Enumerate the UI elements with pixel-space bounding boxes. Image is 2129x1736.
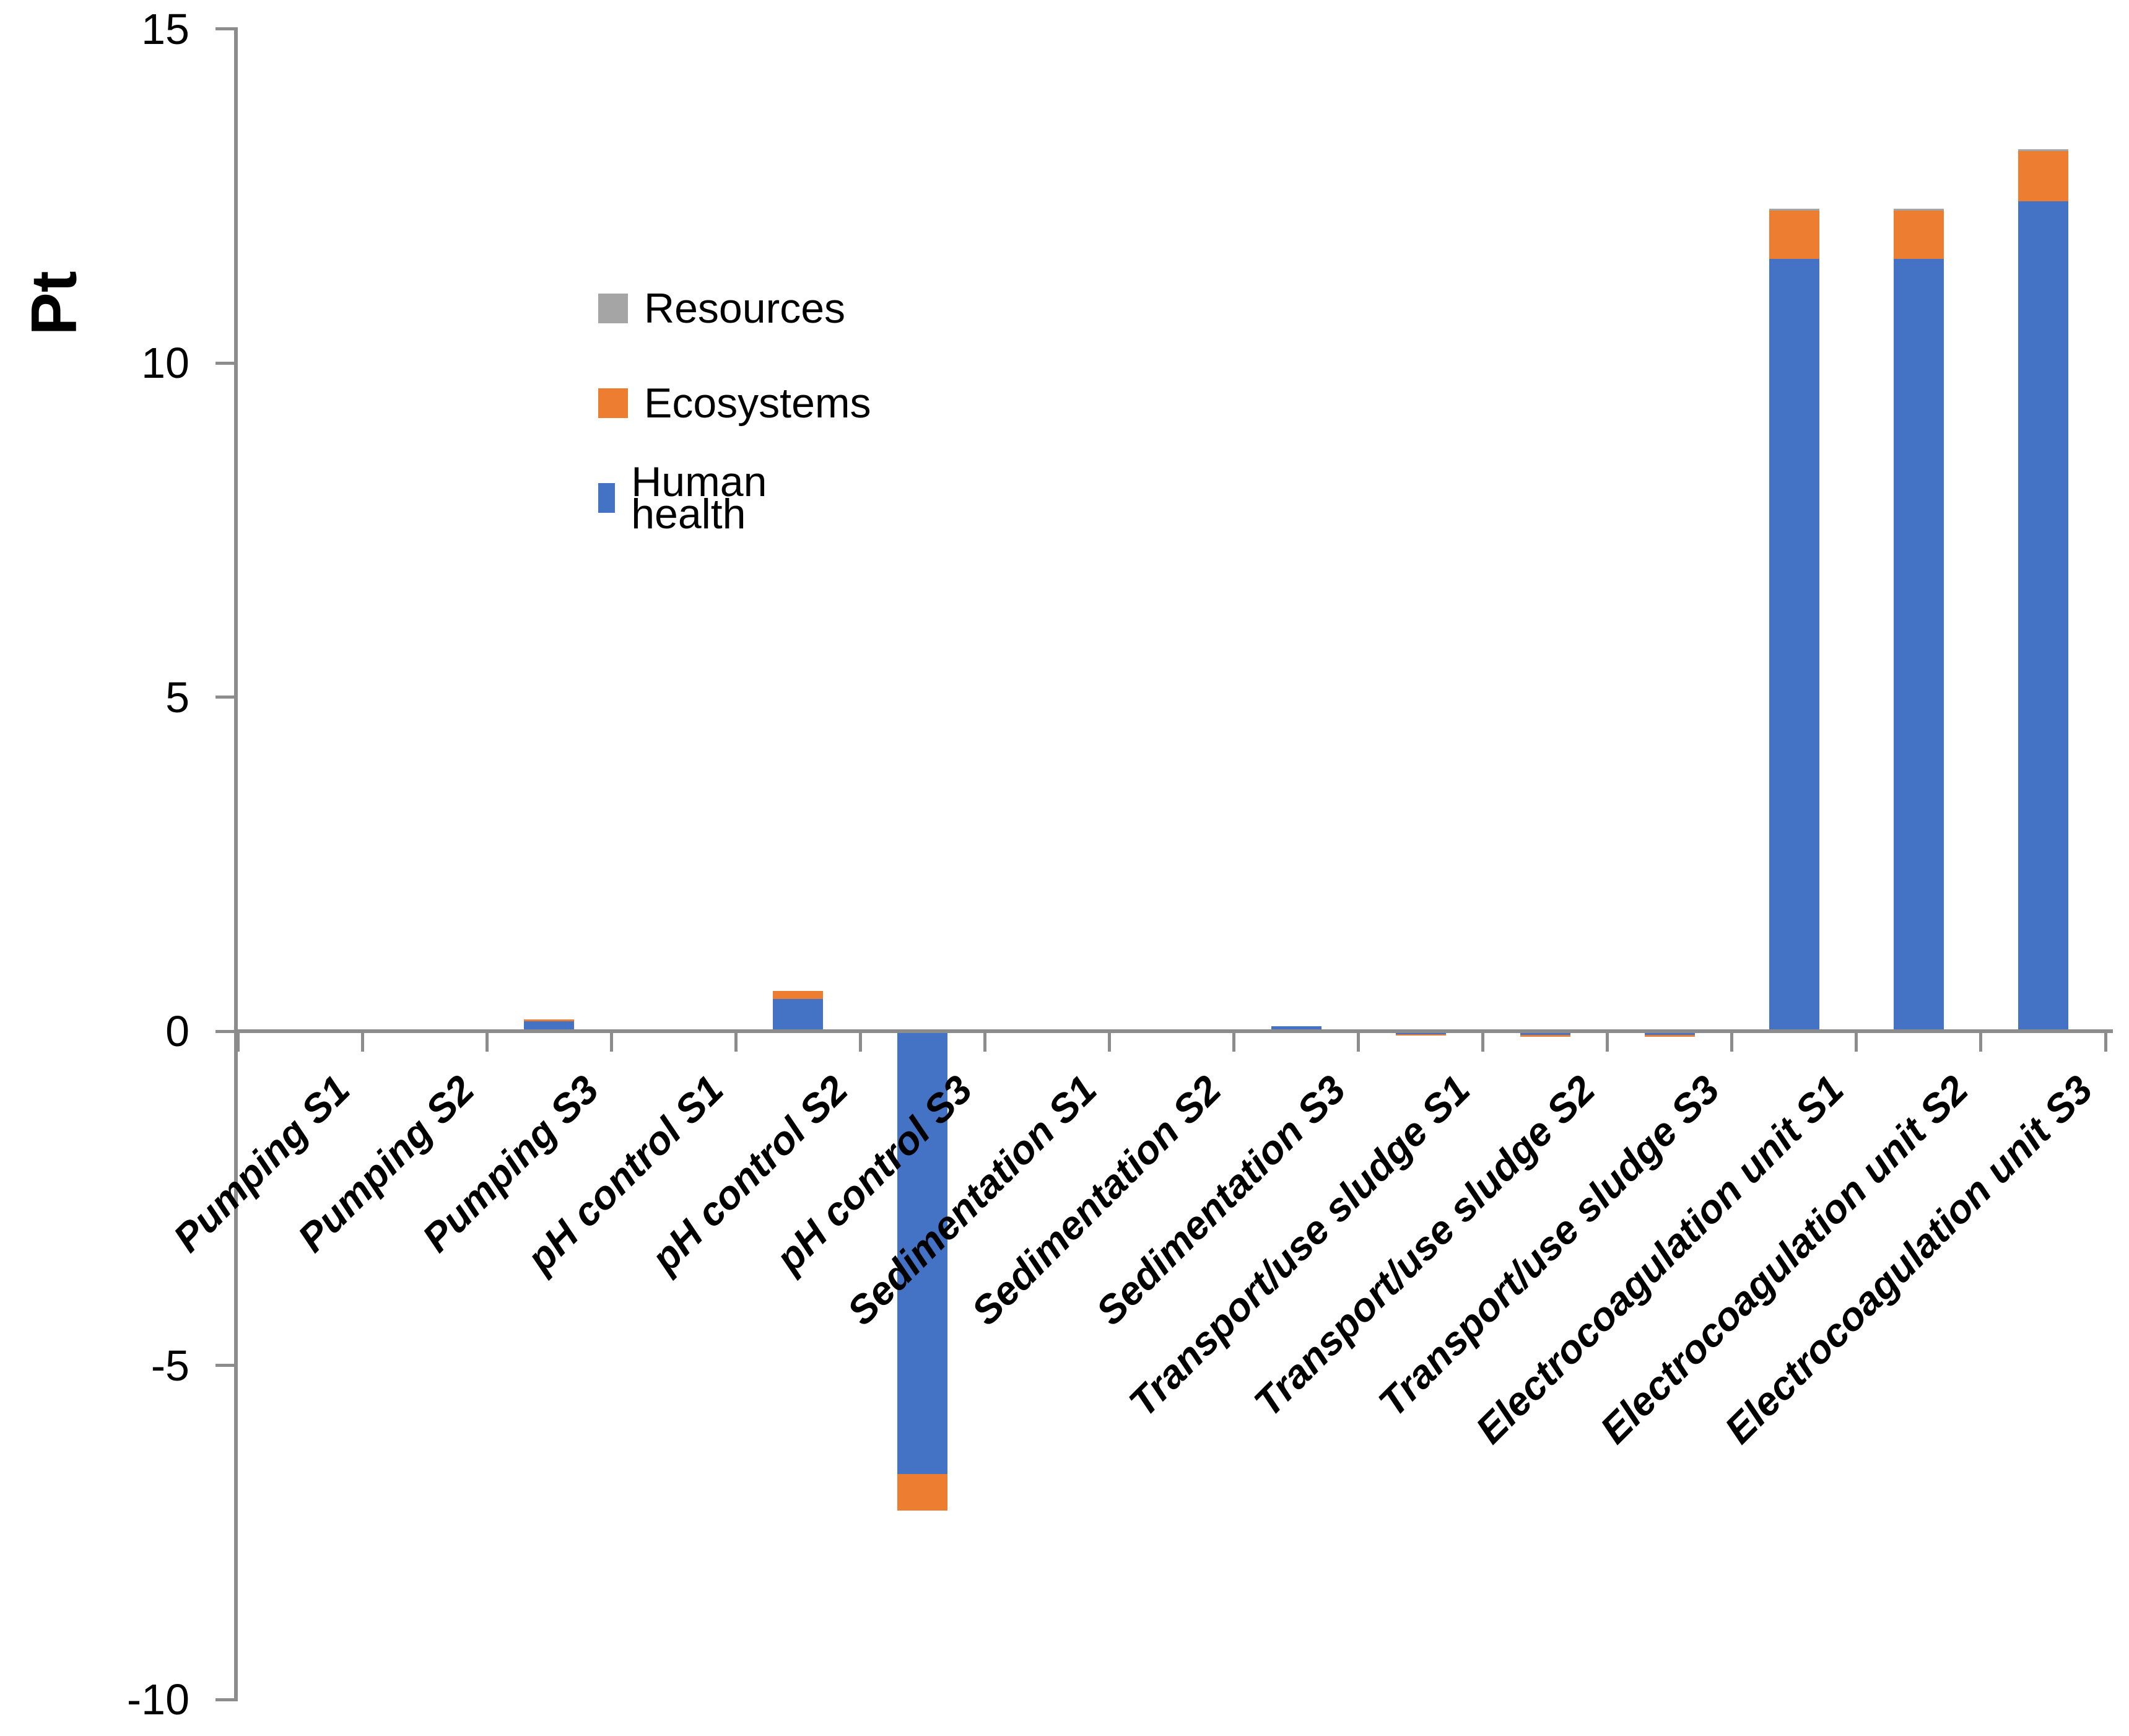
x-tick — [1606, 1033, 1609, 1052]
bar-segment-human-health — [773, 999, 824, 1031]
legend-item: Resources — [598, 285, 846, 332]
x-tick — [734, 1033, 738, 1052]
y-tick — [216, 1029, 238, 1033]
bar-segment-human-health — [897, 1031, 948, 1475]
y-tick — [216, 696, 238, 699]
x-tick — [858, 1033, 862, 1052]
x-tick — [1481, 1033, 1485, 1052]
x-tick — [1357, 1033, 1361, 1052]
bar-segment-ecosystems — [1395, 1034, 1446, 1036]
x-tick — [983, 1033, 986, 1052]
x-tick — [2104, 1033, 2107, 1052]
x-tick — [236, 1033, 240, 1052]
bar-segment-human-health — [1271, 1026, 1321, 1031]
y-tick-label: 15 — [141, 4, 189, 53]
bar-segment-resources — [1769, 208, 1819, 211]
bar-segment-human-health — [2018, 201, 2068, 1031]
y-tick — [216, 361, 238, 365]
bar-segment-ecosystems — [1769, 210, 1819, 259]
bar-segment-human-health — [524, 1021, 575, 1031]
y-tick-label: -10 — [126, 1675, 189, 1724]
x-tick — [609, 1033, 613, 1052]
y-tick-label: 5 — [165, 673, 189, 722]
x-tick — [1979, 1033, 1983, 1052]
legend-label: Ecosystems — [644, 380, 871, 427]
bar-segment-resources — [1893, 208, 1944, 211]
y-axis-title: Pt — [18, 271, 90, 336]
legend-swatch-icon — [598, 483, 616, 513]
bar-segment-human-health — [1644, 1031, 1695, 1036]
x-tick — [1855, 1033, 1858, 1052]
bar-segment-ecosystems — [1893, 210, 1944, 259]
x-axis-baseline — [234, 1029, 2113, 1033]
bar-segment-human-health — [1520, 1031, 1570, 1036]
legend-swatch-icon — [598, 388, 628, 418]
y-tick — [216, 1698, 238, 1701]
x-tick — [485, 1033, 489, 1052]
bar-segment-ecosystems — [2018, 150, 2068, 201]
bar-segment-ecosystems — [773, 991, 824, 1000]
x-tick — [1232, 1033, 1236, 1052]
legend-label: Resources — [644, 285, 846, 332]
legend-swatch-icon — [598, 294, 628, 323]
bar-segment-human-health — [1769, 258, 1819, 1031]
y-tick — [216, 27, 238, 30]
y-tick-label: 10 — [141, 339, 189, 387]
x-tick — [360, 1033, 364, 1052]
legend-item: Ecosystems — [598, 380, 871, 427]
bar-segment-ecosystems — [1520, 1035, 1570, 1037]
y-tick — [216, 1364, 238, 1367]
y-axis-line — [234, 28, 238, 1699]
legend-label: Human health — [631, 458, 767, 538]
bar-segment-ecosystems — [1644, 1035, 1695, 1037]
y-tick-label: 0 — [165, 1007, 189, 1055]
bar-segment-resources — [2018, 149, 2068, 151]
y-tick-label: -5 — [150, 1341, 189, 1390]
legend-item: Human health — [598, 461, 780, 535]
x-tick — [1730, 1033, 1734, 1052]
bar-segment-ecosystems — [524, 1019, 575, 1021]
bar-segment-human-health — [1893, 258, 1944, 1031]
bar-segment-ecosystems — [897, 1474, 948, 1511]
x-tick — [1107, 1033, 1111, 1052]
